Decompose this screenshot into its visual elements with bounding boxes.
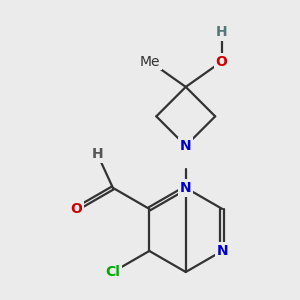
Text: N: N — [180, 181, 192, 195]
Text: H: H — [216, 25, 227, 39]
Text: N: N — [216, 244, 228, 258]
Text: O: O — [216, 55, 227, 69]
Text: Cl: Cl — [106, 265, 120, 279]
Text: H: H — [92, 147, 103, 161]
Text: Me: Me — [140, 55, 160, 69]
Text: O: O — [70, 202, 83, 216]
Text: N: N — [180, 139, 192, 153]
